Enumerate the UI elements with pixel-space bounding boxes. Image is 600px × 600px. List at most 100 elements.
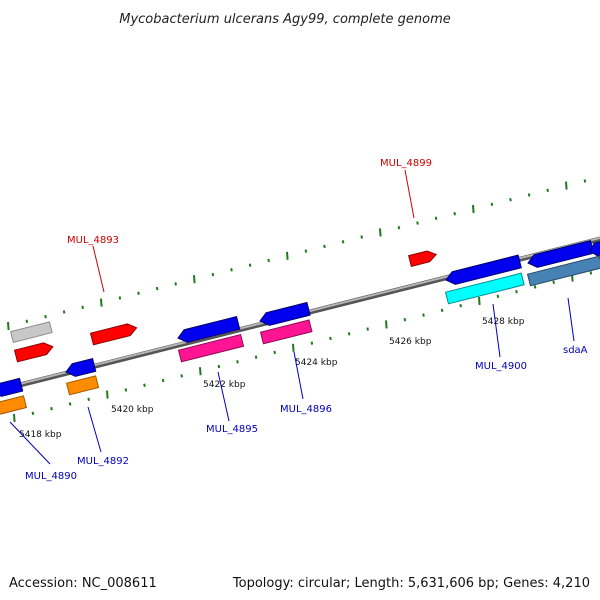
upper-tick [397,226,401,230]
upper-tick [583,179,587,183]
leader-mul4896 [293,351,304,400]
upper-tick [81,305,84,309]
upper-tick [490,202,494,207]
lower-tick [310,341,314,345]
feature-mul4895-arrow [177,315,241,343]
leader-mul4893 [92,245,105,293]
genome-summary-text: Topology: circular; Length: 5,631,606 bp… [232,576,590,591]
lower-tick [87,397,90,401]
upper-tick [341,240,345,244]
lower-tick [515,289,518,294]
feature-red-arrow-1 [13,342,54,363]
upper-tick [62,310,66,314]
upper-tick [211,272,215,277]
lower-tick [440,308,444,313]
label-leaders [9,169,575,465]
lower-tick [552,280,555,284]
upper-tick [527,193,531,197]
feature-mul4892-cds [65,375,100,396]
leader-mul4890 [9,421,51,465]
leader-mul4900 [492,303,501,358]
lower-tick [124,388,128,392]
lower-tick [13,413,16,423]
lower-tick [347,332,351,336]
lower-tick [161,378,165,383]
lower-tick [589,271,593,275]
lower-tick [31,411,35,416]
lower-tick [273,350,276,355]
scale-label-5422: 5422 kbp [203,380,246,390]
lower-tick [478,296,481,306]
lower-tick [217,364,221,369]
upper-tick [174,282,177,286]
lower-tick [459,303,462,308]
gene-label-mul4892: MUL_4892 [77,456,129,467]
feature-mul4899-arrow [408,250,438,267]
upper-tick [25,319,29,324]
lower-tick [385,320,388,329]
lower-tick [143,383,146,387]
scale-label-5420: 5420 kbp [111,405,154,415]
feature-mul4890-cds [0,395,28,417]
gene-label-mul4893: MUL_4893 [67,235,119,246]
upper-tick [100,298,103,307]
upper-tick [286,251,289,260]
upper-tick [472,204,475,214]
upper-tick [323,244,326,249]
lower-tick [50,406,53,411]
gene-label-mul4899: MUL_4899 [380,158,432,169]
lower-tick [533,285,537,289]
lower-tick [199,367,202,376]
map-title: Mycobacterium ulcerans Agy99, complete g… [119,12,451,27]
upper-tick [509,197,512,202]
upper-tick [565,181,568,190]
upper-tick [304,249,308,253]
upper-tick [360,235,363,239]
lower-tick [496,294,500,299]
gene-label-sdaa: sdaA [563,345,588,356]
feature-mul4900-cds [444,272,525,305]
upper-tick [230,268,233,272]
feature-grey-box [10,321,53,343]
upper-tick [453,211,456,216]
lower-tick [180,374,183,378]
accession-text: Accession: NC_008611 [9,576,157,591]
lower-tick [366,327,369,331]
lower-tick [329,336,332,341]
lower-tick [236,360,239,364]
upper-tick [546,188,549,192]
feature-mul4892-arrow [65,358,97,377]
leader-mul4892 [87,406,102,453]
feature-mul4895-cds [177,333,245,363]
lower-tick [68,402,72,406]
feature-mul4896-cds [259,319,313,345]
upper-tick [155,286,159,291]
feature-mul4896-arrow [259,301,311,326]
upper-tick [434,216,438,221]
leader-mul4899 [404,169,415,219]
upper-tick [267,258,270,263]
lower-tick [403,318,407,322]
upper-tick [44,314,47,319]
gene-label-mul4890: MUL_4890 [25,471,77,482]
upper-tick [379,228,382,237]
upper-tick [7,321,10,331]
gene-label-mul4896: MUL_4896 [280,404,332,415]
scale-label-5424: 5424 kbp [295,358,338,368]
gene-label-mul4900: MUL_4900 [475,361,527,372]
gene-label-mul4895: MUL_4895 [206,424,258,435]
tick-row-upper [7,179,587,331]
leader-mul4895 [217,371,230,422]
feature-edge-arrow [589,239,600,257]
tick-row-lower [13,271,593,423]
upper-tick [137,291,140,295]
lower-tick [254,355,258,359]
leader-sdaa [567,297,575,342]
feature-mul4900-arrow [445,254,522,285]
lower-tick [292,343,295,352]
lower-tick [422,313,425,317]
feature-sdaa-cds [526,255,600,287]
upper-tick [118,296,122,300]
scale-label-5428: 5428 kbp [482,317,525,327]
